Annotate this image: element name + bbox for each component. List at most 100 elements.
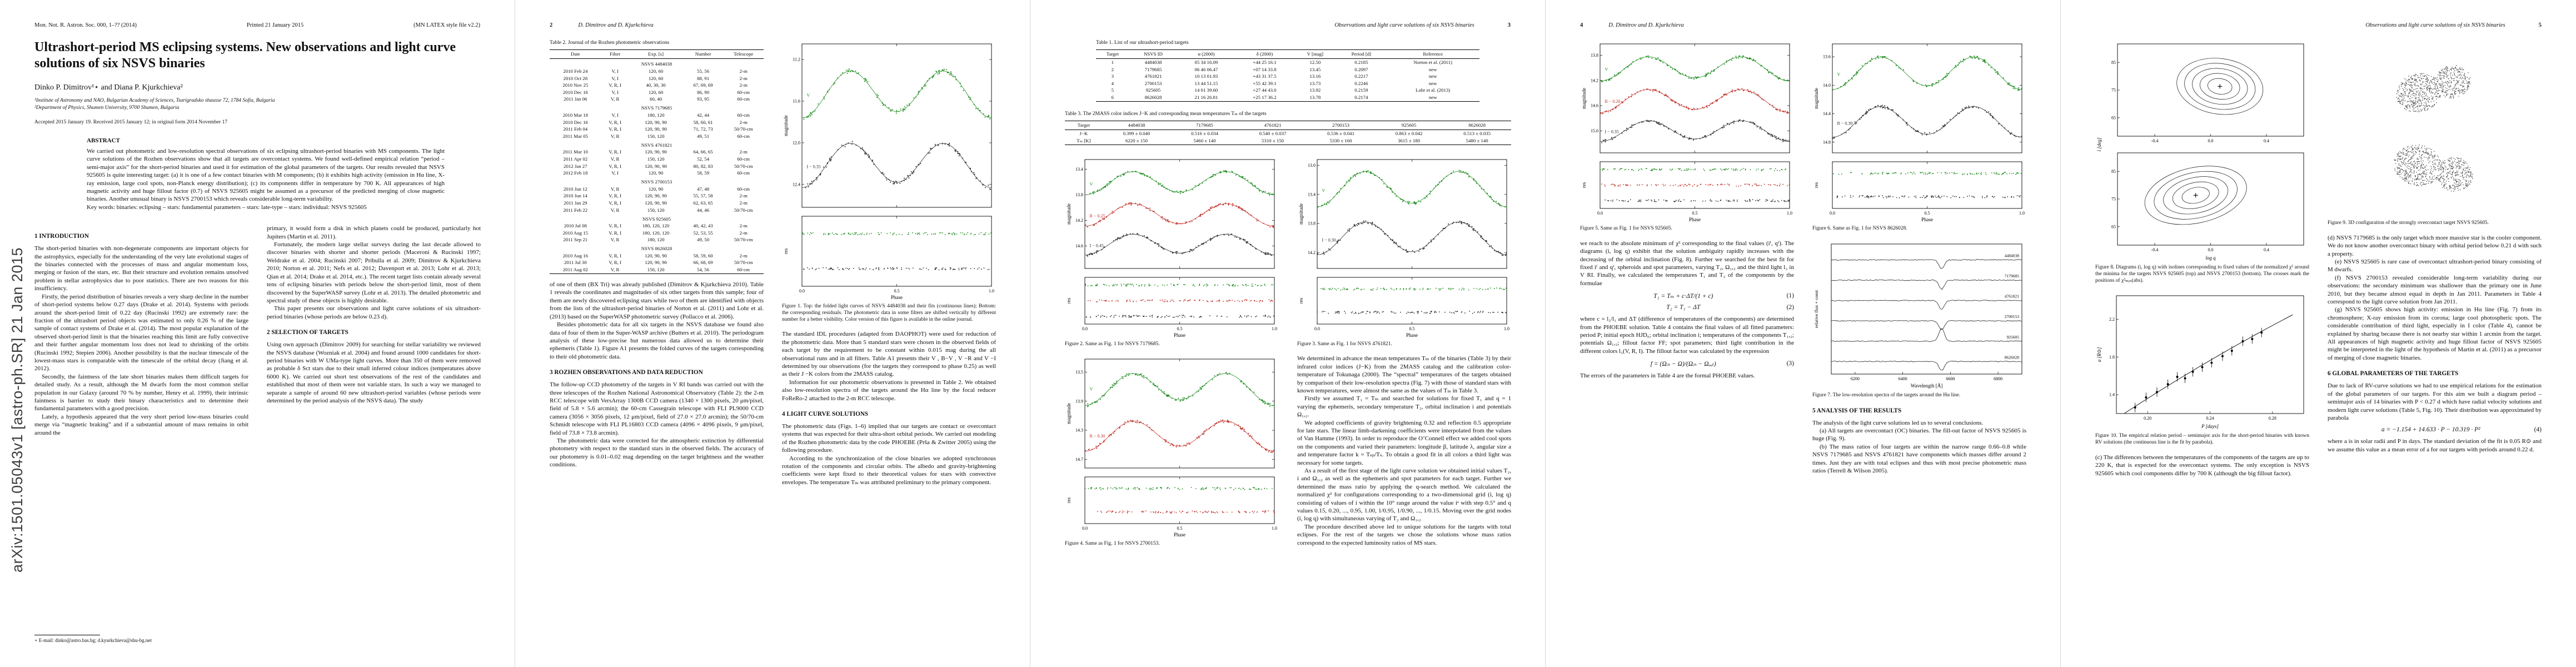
equation-body: f = (Ωᵢₙ − Ω)/(Ωᵢₙ − Ωₒᵤₜ) (1650, 361, 1716, 368)
column-right: Figure 9. 3D configuration of the strong… (2328, 39, 2542, 477)
svg-text:V: V (1090, 181, 1093, 186)
table-row: 2010 Jun 12 V, R 120, 90 47, 48 60-cm (563, 186, 750, 192)
figure-6-block: 13.6 14.0 14.4 14.8 0.0 0.5 1.0 Phase magnitude r… (1812, 39, 2026, 232)
figure-1-block: 11.2 11.6 12.0 12.4 0.0 0.5 1.0 Phase magnitude r… (782, 39, 996, 323)
figure-8-chi2-contours: -0.4 0.0 0.4 85 75 65 -0.4 0.0 0.4 85 75 65 log q i [… (2096, 43, 2304, 261)
paragraph: Fortunately, the modern large stellar su… (267, 241, 481, 304)
svg-text:2700153: 2700153 (2005, 314, 2020, 319)
svg-text:13.0: 13.0 (1308, 163, 1316, 168)
table-row: NSVS 2700153 (641, 179, 672, 185)
abstract-text: We carried out photometric and low-resol… (87, 148, 445, 203)
svg-text:0.5: 0.5 (1925, 211, 1930, 216)
svg-text:14.0: 14.0 (1823, 83, 1831, 88)
svg-text:4761821: 4761821 (2005, 293, 2020, 298)
figure-4-light-curve: 13.5 13.9 14.3 14.7 0.0 0.5 1.0 Phase magnitude r… (1066, 359, 1277, 537)
page-2: 2 D. Dimitrov and D. Kjurkchieva Table 2… (515, 0, 1030, 667)
figure-9-caption: Figure 9. 3D configuration of the strong… (2328, 220, 2489, 226)
svg-text:0.5: 0.5 (1409, 326, 1415, 331)
svg-text:relative flux + const: relative flux + const (1813, 290, 1819, 328)
column-left: 13.8 14.2 14.6 15.0 0.0 0.5 1.0 Phase magnitude r… (1580, 39, 1794, 475)
figure-5-caption: Figure 5. Same as Fig. 1 for NSVS 925605… (1580, 226, 1672, 231)
column-right: 11.2 11.6 12.0 12.4 0.0 0.5 1.0 Phase magnitude r… (782, 39, 996, 486)
svg-text:0.0: 0.0 (1830, 211, 1835, 216)
svg-text:R − 0.30: R − 0.30 (1090, 434, 1105, 439)
svg-text:res: res (1813, 182, 1819, 188)
table-2-caption: Table 2. Journal of the Rozhen photometr… (550, 40, 670, 46)
svg-text:V: V (1322, 188, 1326, 193)
page-1: arXiv:1501.05043v1 [astro-ph.SR] 21 Jan … (0, 0, 515, 667)
paragraph: The procedure described above led to uni… (1297, 523, 1511, 546)
figure-7-spectra: 6200 6400 6600 6800 Wavelength [Å] relative f… (1813, 243, 2022, 389)
equation-number: (2) (1786, 304, 1794, 311)
paragraph: (c) The differences between the temperat… (2095, 454, 2309, 477)
svg-text:Phase: Phase (1406, 332, 1418, 338)
figure-5-light-curve: 13.8 14.2 14.6 15.0 0.0 0.5 1.0 Phase magnitude r… (1581, 43, 1792, 222)
footnote-text: ⋆ E-mail: dinko@astro.bas.bg; d.kyurkchi… (34, 638, 152, 643)
column-right: 13.0 13.4 13.8 14.2 0.0 0.5 1.0 Phase magnitude r… (1297, 155, 1511, 555)
affiliation-1: ¹Institute of Astronomy and NAO, Bulgari… (34, 98, 275, 103)
table-row: 2010 Mar 18 V, I 180, 120 42, 44 60-cm (562, 112, 750, 118)
paragraph: Using own approach (Dimitrov 2009) for s… (267, 341, 481, 404)
running-title: D. Dimitrov and D. Kjurkchieva (1608, 22, 1684, 28)
table-row: 2011 Jan 06 V, R 60, 40 93, 95 60-cm (564, 96, 750, 102)
figure-3-block: 13.0 13.4 13.8 14.2 0.0 0.5 1.0 Phase magnitude r… (1297, 155, 1511, 348)
table-row: 2011 Jan 29 V, R, I 120, 90, 90 62, 63, 65 2… (564, 200, 748, 206)
equation-body: T₂ = T₁ − ΔT (1666, 304, 1701, 311)
column-left: 1 INTRODUCTION The short-period binaries… (34, 225, 248, 437)
svg-text:11.6: 11.6 (793, 99, 800, 104)
svg-text:13.4: 13.4 (1075, 166, 1083, 171)
paragraph: The analysis of the light curve solution… (1812, 419, 1984, 426)
page-5: Observations and light curve solutions o… (2061, 0, 2576, 667)
equation-number: (3) (1786, 360, 1794, 367)
svg-text:8626028: 8626028 (2005, 355, 2020, 360)
svg-text:-0.4: -0.4 (2151, 247, 2159, 252)
svg-text:12.0: 12.0 (793, 140, 800, 145)
svg-text:13.4: 13.4 (1308, 192, 1316, 197)
svg-text:I − 0.30: I − 0.30 (1322, 237, 1336, 242)
section-5-heading: 5 ANALYSIS OF THE RESULTS (1812, 407, 1902, 414)
paragraph: where c = l₂/l₁ and ΔT (difference of te… (1580, 316, 1794, 355)
svg-text:13.5: 13.5 (1075, 370, 1083, 375)
figure-7-caption: Figure 7. The low-resolution spectra of … (1812, 392, 1961, 398)
table-row: 2010 Feb 24 V, I 120, 60 55, 56 2-m (563, 68, 748, 74)
svg-text:6800: 6800 (1994, 376, 2002, 381)
svg-text:0.0: 0.0 (799, 288, 805, 293)
style-file-note: (MN LATEX style file v2.2) (413, 22, 480, 28)
figure-2-block: 13.4 13.8 14.2 14.6 0.0 0.5 1.0 Phase magnitude r… (1065, 155, 1279, 348)
abstract-heading: ABSTRACT (87, 137, 120, 144)
column-right: 13.6 14.0 14.4 14.8 0.0 0.5 1.0 Phase magnitude r… (1812, 39, 2026, 475)
figure-2-light-curve: 13.4 13.8 14.2 14.6 0.0 0.5 1.0 Phase magnitude r… (1066, 159, 1277, 338)
svg-text:V: V (1605, 67, 1608, 72)
paragraph: where a is in solar radii and P in days.… (2328, 438, 2542, 453)
svg-text:I − 0.35: I − 0.35 (807, 165, 821, 170)
table-header-row: Target 4484038 7179685 4761821 2700153 925605… (1065, 120, 1511, 131)
running-title: D. Dimitrov and D. Kjurkchieva (578, 22, 654, 28)
paragraph: We adopted coefficients of gravity brigh… (1297, 419, 1511, 466)
svg-text:1.8: 1.8 (2109, 355, 2115, 360)
figure-5-block: 13.8 14.2 14.6 15.0 0.0 0.5 1.0 Phase magnitude r… (1580, 39, 1794, 232)
svg-text:P [days]: P [days] (2201, 424, 2219, 429)
section-1-heading: 1 INTRODUCTION (34, 233, 89, 240)
paragraph: of one of them (BX Tri) was already publ… (550, 281, 764, 320)
svg-text:1.0: 1.0 (989, 288, 994, 293)
table-row: 2010 Dec 16 V, I 120, 60 86, 90 60-cm (562, 89, 750, 95)
footnote: ⋆ E-mail: dinko@astro.bas.bg; d.kyurkchi… (34, 635, 248, 644)
svg-text:14.6: 14.6 (1075, 243, 1083, 248)
svg-text:13.8: 13.8 (1075, 192, 1083, 197)
running-header: Observations and light curve solutions o… (2095, 22, 2542, 28)
table-row: 2011 Sep 21 V, R 180, 120 49, 50 50/70-cm (563, 237, 753, 243)
svg-text:-0.4: -0.4 (2151, 138, 2159, 143)
figure-1-caption: Figure 1. Top: the folded light curves o… (782, 303, 996, 322)
svg-text:14.2: 14.2 (1591, 78, 1598, 83)
equation-number: (1) (1786, 292, 1794, 300)
figure-9-block: Figure 9. 3D configuration of the strong… (2328, 39, 2542, 227)
svg-text:1.0: 1.0 (1504, 326, 1509, 331)
svg-text:85: 85 (2111, 169, 2116, 174)
table-row: 1 4484038 05 34 16.09 +44 25 16.1 12.50 0.218… (1111, 59, 1452, 65)
svg-text:magnitude: magnitude (1298, 203, 1304, 225)
svg-text:0.0: 0.0 (2208, 247, 2214, 252)
paper-title: Ultrashort-period MS eclipsing systems. … (34, 40, 456, 71)
svg-text:75: 75 (2111, 88, 2116, 93)
table-row: J−K 0.399 ± 0.040 0.516 ± 0.034 0.540 ± 0.0… (1079, 130, 1491, 136)
figure-4-caption: Figure 4. Same as Fig. 1 for NSVS 270015… (1065, 541, 1160, 547)
